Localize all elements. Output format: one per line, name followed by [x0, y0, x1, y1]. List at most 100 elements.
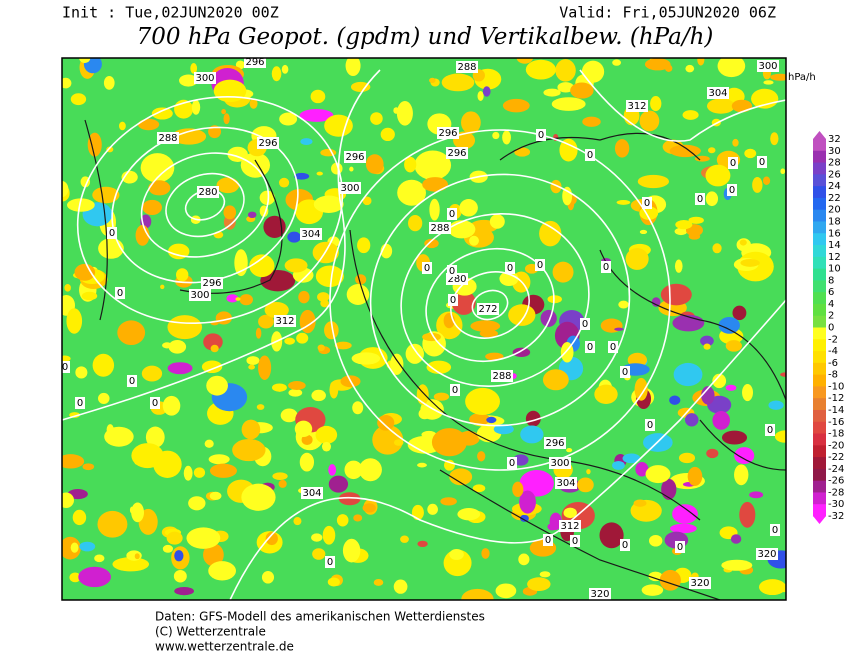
field-blob: [208, 561, 236, 581]
field-blob: [174, 586, 194, 596]
contour-label-box: [447, 208, 457, 220]
colorbar-segment: [813, 327, 826, 340]
field-blob: [167, 362, 193, 375]
field-blob: [512, 347, 531, 357]
field-blob: [594, 384, 618, 404]
colorbar-label: -10: [828, 381, 844, 392]
field-blob: [249, 98, 258, 109]
field-blob: [216, 177, 240, 194]
field-blob: [543, 88, 561, 97]
field-blob: [278, 177, 290, 188]
colorbar-segment: [813, 351, 826, 364]
field-blob: [633, 499, 647, 507]
field-blob: [166, 531, 183, 545]
field-blob: [210, 344, 219, 353]
field-blob: [688, 216, 704, 224]
field-blob: [174, 550, 184, 562]
field-blob: [372, 424, 404, 455]
field-blob: [422, 332, 441, 342]
contour-label-box: [127, 375, 137, 387]
field-blob: [362, 503, 376, 513]
contour-label-box: [197, 186, 219, 198]
colorbar-label: 6: [828, 287, 834, 298]
field-blob: [358, 458, 382, 482]
field-blob: [520, 425, 544, 444]
field-blob: [317, 344, 325, 352]
field-blob: [160, 284, 165, 290]
field-blob: [64, 284, 71, 292]
contour-label-box: [115, 287, 125, 299]
field-blob: [148, 180, 171, 196]
field-blob: [293, 517, 302, 526]
field-blob: [472, 484, 486, 493]
field-blob: [393, 439, 404, 446]
field-blob: [431, 428, 467, 457]
field-blob: [112, 557, 150, 572]
field-blob: [94, 554, 105, 563]
contour-label-box: [244, 58, 266, 68]
field-blob: [673, 362, 703, 387]
field-blob: [223, 113, 230, 125]
field-blob: [712, 243, 722, 254]
field-blob: [734, 464, 749, 486]
contour-label-box: [194, 72, 216, 84]
field-blob: [226, 294, 239, 303]
field-blob: [70, 93, 87, 106]
field-blob: [327, 577, 340, 587]
field-blob: [770, 73, 786, 81]
field-blob: [258, 314, 274, 329]
contour-label-box: [757, 156, 767, 168]
field-blob: [551, 97, 586, 111]
field-blob: [390, 353, 404, 375]
contour-label-box: [189, 289, 211, 301]
field-blob: [637, 174, 670, 189]
field-blob: [706, 448, 719, 459]
contour-label-box: [728, 157, 738, 169]
contour-label: 300: [758, 61, 777, 72]
field-blob: [336, 514, 349, 527]
contour-label-box: [620, 539, 630, 551]
field-blob: [162, 544, 174, 553]
field-blob: [70, 542, 79, 553]
field-blob: [495, 583, 517, 599]
contour-label: 288: [492, 371, 511, 382]
contour-label-box: [107, 227, 117, 239]
field-blob: [350, 81, 371, 92]
contour-line: [471, 289, 509, 321]
field-blob: [265, 531, 278, 546]
contour-label-box: [580, 318, 590, 330]
colorbar-segment: [813, 480, 826, 493]
contour-label-box: [756, 548, 778, 560]
contour-label: 0: [449, 266, 455, 277]
field-blob: [310, 89, 326, 104]
field-blob: [612, 460, 625, 470]
footer-line: (C) Wetterzentrale: [155, 625, 266, 639]
field-blob: [678, 452, 696, 464]
field-blob: [353, 514, 363, 522]
colorbar-segment: [813, 433, 826, 446]
field-blob: [734, 447, 755, 465]
field-blob: [516, 58, 533, 64]
contour-label-box: [437, 127, 459, 139]
field-blob: [342, 538, 361, 563]
contour-label: 0: [450, 295, 456, 306]
colorbar-segment: [813, 492, 826, 505]
field-blob: [514, 147, 531, 157]
field-blob: [168, 339, 187, 354]
field-blob: [131, 502, 145, 523]
field-blob: [408, 214, 423, 232]
field-blob: [82, 463, 95, 471]
field-blob: [742, 383, 753, 402]
contour-line: [165, 172, 245, 238]
contour-label-box: [544, 437, 566, 449]
field-blob: [448, 220, 476, 239]
field-blob: [701, 386, 715, 405]
contour-label-box: [626, 100, 648, 112]
colorbar: 32302826242220181614121086420-2-4-6-8-10…: [813, 131, 844, 524]
field-blob: [311, 533, 323, 542]
field-blob: [324, 321, 339, 340]
field-blob: [299, 109, 334, 122]
field-blob: [618, 300, 629, 309]
field-blob: [539, 571, 551, 578]
